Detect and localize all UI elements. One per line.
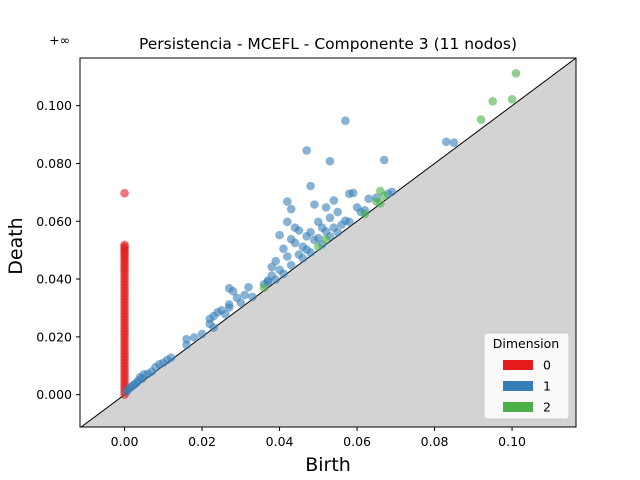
point-dim-1-56 (294, 226, 304, 235)
legend: Dimension 0 1 2 (483, 332, 570, 420)
y-axis-ticks: 0.000 0.020 0.040 0.060 0.080 0.100 (36, 98, 80, 402)
y-tick-label-4: 0.080 (36, 156, 72, 171)
y-tick-label-2: 0.040 (36, 272, 72, 287)
point-dim-1-35 (244, 282, 253, 292)
chart-title: Persistencia - MCEFL - Componente 3 (11 … (139, 35, 517, 53)
point-dim-1-82 (341, 116, 350, 126)
point-dim-1-36 (248, 292, 257, 302)
point-dim-1-65 (306, 248, 315, 257)
point-dim-1-44 (275, 230, 284, 240)
point-dim-2-6 (376, 199, 385, 208)
x-tick-label-3: 0.06 (343, 434, 371, 449)
point-dim-1-59 (298, 253, 308, 263)
legend-title: Dimension (493, 336, 559, 351)
legend-swatch-dim-0 (503, 360, 533, 370)
point-dim-1-46 (279, 244, 288, 254)
point-dim-1-77 (329, 196, 339, 205)
x-tick-label-1: 0.02 (188, 434, 216, 449)
point-dim-1-86 (348, 188, 358, 198)
point-dim-1-30 (224, 303, 234, 312)
point-dim-2-10 (507, 95, 517, 104)
legend-swatch-dim-1 (503, 381, 533, 391)
point-dim-1-49 (283, 217, 292, 227)
point-dim-1-51 (286, 204, 296, 214)
point-dim-2-11 (511, 69, 521, 78)
legend-swatch-dim-2 (503, 402, 533, 412)
point-dim-1-48 (283, 197, 292, 206)
point-dim-1-74 (325, 156, 335, 166)
x-tick-label-2: 0.04 (266, 434, 294, 449)
x-tick-label-5: 0.10 (498, 434, 526, 449)
x-tick-label-4: 0.08 (421, 434, 449, 449)
legend-label-dim-2: 2 (543, 400, 551, 415)
point-dim-1-20 (197, 329, 207, 339)
point-dim-1-96 (449, 138, 459, 147)
x-axis-ticks: 0.00 0.02 0.04 0.06 0.08 0.10 (111, 427, 526, 449)
x-tick-label-0: 0.00 (111, 434, 139, 449)
point-dim-1-94 (387, 187, 397, 197)
plot-frame (79, 57, 577, 428)
point-dim-2-1 (314, 242, 323, 251)
y-tick-label-5: 0.100 (36, 98, 72, 113)
point-dim-1-85 (345, 217, 354, 227)
point-dim-1-69 (314, 233, 323, 243)
point-dim-2-9 (488, 97, 497, 106)
point-dim-1-64 (306, 227, 315, 237)
point-dim-1-66 (310, 200, 319, 209)
point-dim-1-47 (279, 269, 288, 279)
point-dim-1-63 (306, 181, 315, 191)
point-dim-0-1 (120, 188, 129, 198)
x-axis-label: Birth (305, 454, 351, 476)
point-dim-1-50 (283, 252, 292, 261)
legend-box (483, 332, 570, 420)
point-dim-2-0 (259, 283, 269, 293)
point-dim-1-31 (228, 286, 238, 296)
point-dim-1-90 (364, 194, 373, 204)
points-layer (120, 69, 521, 399)
point-dim-1-43 (271, 275, 280, 284)
point-dim-1-95 (441, 137, 451, 147)
point-dim-1-16 (166, 353, 176, 362)
point-dim-2-3 (360, 209, 370, 219)
point-dim-1-53 (286, 260, 296, 270)
y-axis-label: Death (5, 217, 27, 274)
point-dim-2-7 (379, 191, 389, 201)
point-dim-1-24 (209, 323, 218, 332)
y-tick-label-3: 0.060 (36, 214, 72, 229)
point-dim-1-80 (333, 227, 342, 237)
point-dim-1-18 (182, 340, 191, 350)
y-tick-label-1: 0.020 (36, 329, 72, 344)
point-dim-1-92 (379, 155, 389, 165)
point-dim-1-42 (271, 256, 280, 266)
point-dim-1-75 (325, 213, 335, 223)
point-dim-1-55 (290, 238, 300, 248)
point-dim-1-60 (302, 146, 311, 155)
infinity-tick-label: +∞ (49, 32, 70, 47)
point-dim-1-72 (321, 203, 331, 212)
point-dim-1-19 (190, 333, 199, 342)
legend-label-dim-0: 0 (543, 358, 551, 373)
point-dim-2-8 (476, 115, 486, 124)
point-dim-2-2 (321, 234, 331, 244)
point-dim-1-79 (333, 207, 342, 217)
point-dim-1-33 (236, 298, 246, 308)
point-dim-1-34 (240, 290, 249, 300)
legend-label-dim-1: 1 (543, 379, 551, 394)
point-dim-1-27 (221, 310, 230, 319)
y-tick-label-0: 0.000 (36, 387, 72, 402)
